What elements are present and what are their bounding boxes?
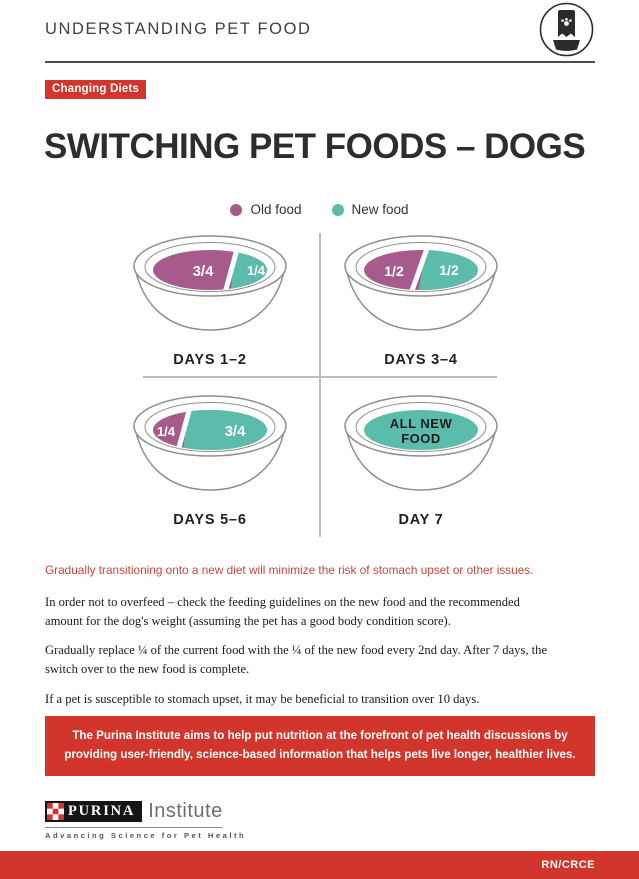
bowl-caption: DAYS 1–2 <box>173 352 247 368</box>
all-new-food-label-line1: ALL NEW <box>390 416 453 431</box>
legend-item-old-food: Old food <box>230 202 302 217</box>
all-new-food-label-line2: FOOD <box>401 431 441 446</box>
bowl-days-5-6: 1/4 3/4 <box>133 395 287 491</box>
old-fraction-label: 1/4 <box>157 424 176 439</box>
paragraph: Gradually replace ¼ of the current food … <box>45 643 548 676</box>
section-badge: Changing Diets <box>45 80 147 99</box>
bowl-days-3-4: 1/2 1/2 <box>344 235 498 331</box>
purina-institute-callout: The Purina Institute aims to help put nu… <box>45 716 595 776</box>
header-divider <box>45 61 595 63</box>
paragraph: In order not to overfeed – check the fee… <box>45 595 520 628</box>
purina-wordmark: PURINA <box>68 803 136 819</box>
new-fraction-label: 3/4 <box>225 423 247 440</box>
logo-divider <box>45 827 222 828</box>
callout-text: The Purina Institute aims to help put nu… <box>64 729 576 761</box>
highlight-sentence: Gradually transitioning onto a new diet … <box>45 563 534 577</box>
new-food-dot-icon <box>331 203 344 216</box>
purina-checkerboard-icon <box>47 803 64 820</box>
bowl-caption: DAYS 5–6 <box>173 512 247 528</box>
new-fraction-label: 1/2 <box>439 262 459 278</box>
bowl-days-1-2: 3/4 1/4 <box>133 235 287 331</box>
bowl-caption: DAYS 3–4 <box>384 352 458 368</box>
bottom-bar: RN/CRCE <box>0 851 639 879</box>
document-code: RN/CRCE <box>541 859 595 871</box>
grid-divider-horizontal <box>143 376 497 378</box>
institute-wordmark: Institute <box>148 800 223 822</box>
page-header-title: UNDERSTANDING PET FOOD <box>45 20 312 38</box>
page-title: SWITCHING PET FOODS – DOGS <box>44 127 586 166</box>
pet-food-bag-bowl-icon <box>538 1 595 63</box>
legend: Old food New food <box>0 202 639 217</box>
old-fraction-label: 3/4 <box>193 263 215 280</box>
logo-tagline: Advancing Science for Pet Health <box>45 831 247 840</box>
new-fraction-label: 1/4 <box>247 263 266 278</box>
grid-divider-vertical <box>319 233 321 537</box>
legend-item-new-food: New food <box>331 202 409 217</box>
legend-label: New food <box>351 202 409 217</box>
purina-logo-box: PURINA <box>45 801 143 822</box>
purina-institute-logo: PURINA Institute Advancing Science for P… <box>45 800 246 840</box>
body-copy: In order not to overfeed – check the fee… <box>45 593 559 719</box>
legend-label: Old food <box>250 202 302 217</box>
bowl-day-7: ALL NEW FOOD <box>344 395 498 491</box>
paragraph: If a pet is susceptible to stomach upset… <box>45 691 480 706</box>
old-food-dot-icon <box>230 203 243 216</box>
old-fraction-label: 1/2 <box>384 263 404 279</box>
bowl-caption: DAY 7 <box>398 512 444 528</box>
